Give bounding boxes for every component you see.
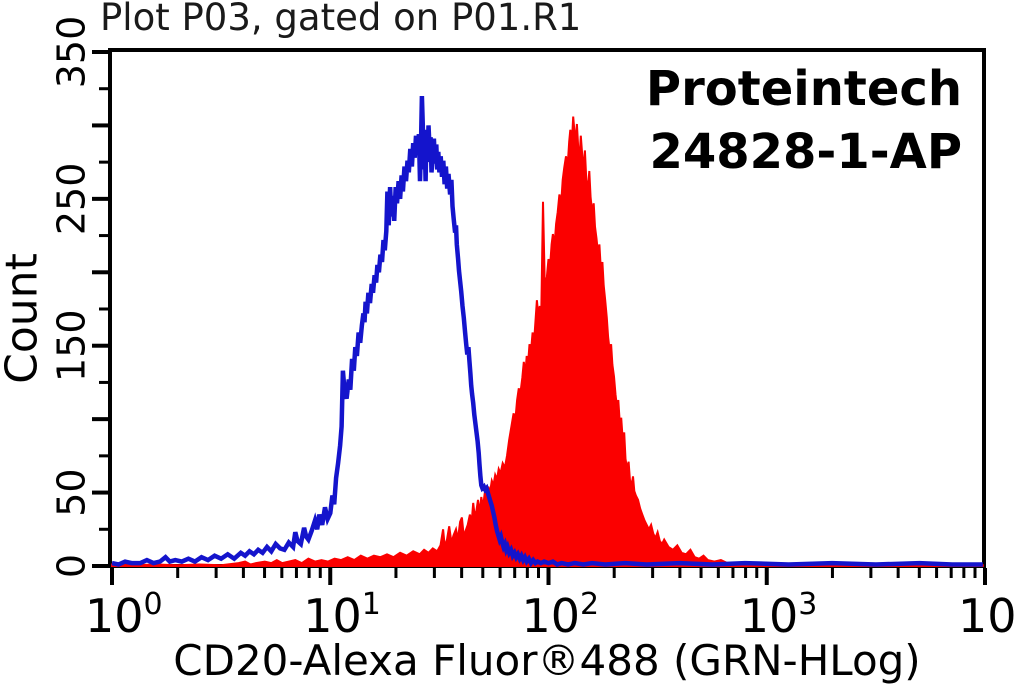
x-tick-label: 103 [740,587,818,643]
x-tick-label: 100 [85,587,163,643]
y-tick-label: 350 [50,16,94,89]
blue-open-histogram [111,96,983,568]
x-axis-title: CD20-Alexa Fluor®488 (GRN-HLog) [173,636,921,685]
annotation-block: Proteintech 24828-1-AP [646,58,962,184]
x-tick-label: 101 [303,587,381,643]
x-tick-label: 102 [522,587,600,643]
plot-title: Plot P03, gated on P01.R1 [100,0,582,39]
annotation-catalog-number: 24828-1-AP [649,124,962,180]
red-filled-histogram [111,116,984,567]
annotation-brand-name: Proteintech [645,61,962,117]
x-tick-label: 104 [958,587,1016,643]
y-tick-label: 50 [50,468,94,516]
y-tick-label: 0 [50,554,94,578]
y-axis-title: Count [0,253,48,384]
y-tick-label: 150 [50,309,94,382]
y-tick-label: 250 [50,163,94,236]
